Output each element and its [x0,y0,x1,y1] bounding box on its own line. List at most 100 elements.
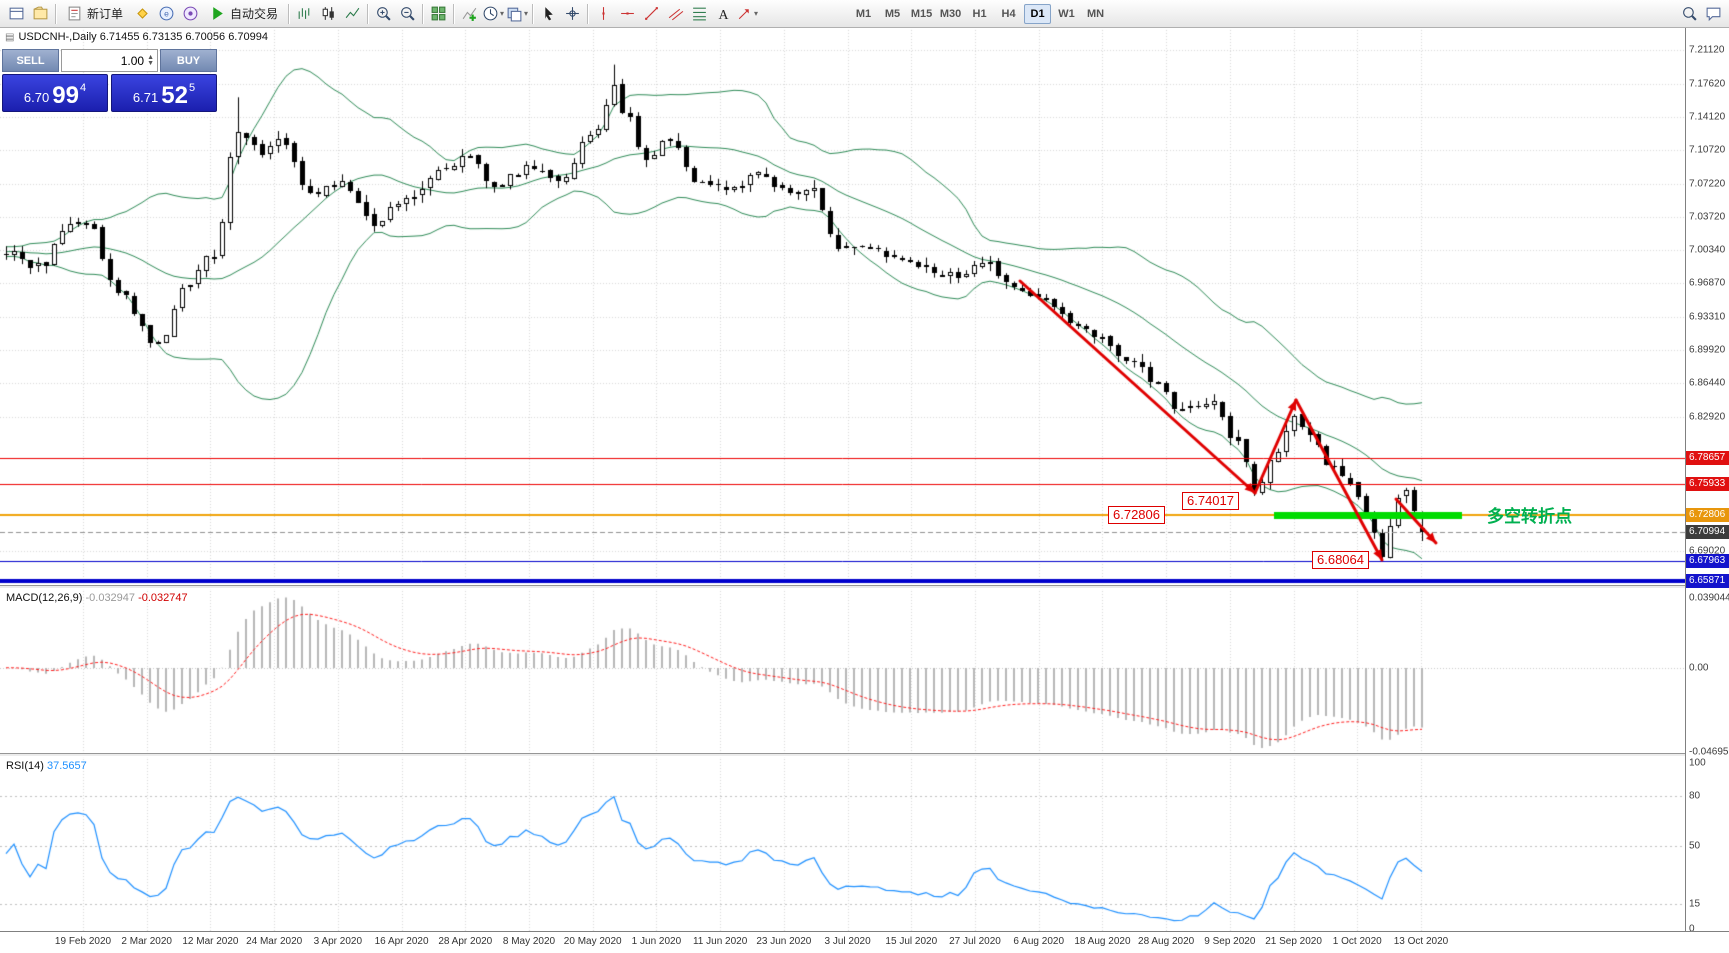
date-label: 19 Feb 2020 [54,936,112,947]
arrows-tool-icon[interactable]: ▾ [735,3,759,25]
auto-trading-button[interactable]: 自动交易 [202,3,285,25]
price-scale[interactable]: 7.21120 7.17620 7.14120 7.10720 7.07220 7.037… [1685,28,1729,935]
date-label: 1 Oct 2020 [1332,936,1382,947]
chart-title: ▤ USDCNH-,Daily 6.71455 6.73135 6.70056 … [5,31,268,43]
horizontal-line-tool-icon[interactable] [615,3,639,25]
level-label-668064[interactable]: 6.68064 [1312,551,1369,569]
toolbar-separator [288,3,290,24]
date-label: 23 Jun 2020 [756,936,812,947]
turning-point-label[interactable]: 多空转折点 [1487,507,1572,526]
sell-button[interactable]: SELL [2,49,59,72]
volume-input[interactable]: 1.00 ▲ ▼ [61,49,158,72]
trendline-tool-icon[interactable] [639,3,663,25]
indicators-icon[interactable] [457,3,481,25]
timeframe-m30-button[interactable]: M30 [937,4,964,24]
volume-decrease-button[interactable]: ▼ [147,59,154,67]
cursor-tool-icon[interactable] [536,3,560,25]
timeframe-m1-button[interactable]: M1 [850,4,877,24]
price-badge-6.65871: 6.65871 [1686,574,1729,589]
zoom-in-icon[interactable] [371,3,395,25]
price-chart-canvas[interactable] [0,28,1685,953]
macd-value: -0.032947 [85,592,136,604]
date-label: 13 Oct 2020 [1393,936,1449,947]
sell-price-main: 6.70 [23,90,50,105]
toolbar: 新订单 e 自动交易 ▾ ▾ A ▾ M1 M5 M15 M30 H1 H4 D1 W1 MN [0,0,1729,28]
rsi-scale-label: 80 [1689,790,1701,802]
fibonacci-tool-icon[interactable] [687,3,711,25]
templates-icon[interactable]: ▾ [505,3,529,25]
buy-price-sup: 5 [188,82,196,94]
date-label: 11 Jun 2020 [692,936,748,947]
periods-dropdown-icon[interactable]: ▾ [481,3,505,25]
price-badge-6.67963: 6.67963 [1686,554,1729,569]
date-label: 28 Apr 2020 [438,936,493,947]
chart-title-text: USDCNH-,Daily 6.71455 6.73135 6.70056 6.… [18,31,268,43]
price-scale-label: 7.00340 [1689,244,1726,256]
date-label: 18 Aug 2020 [1074,936,1131,947]
new-chart-icon[interactable] [4,3,28,25]
macd-panel-divider[interactable] [0,585,1729,589]
channel-tool-icon[interactable] [663,3,687,25]
line-chart-type-icon[interactable] [340,3,364,25]
rsi-scale-label: 0 [1689,923,1695,935]
new-order-button[interactable]: 新订单 [59,3,130,25]
toolbar-separator [532,3,534,24]
date-label: 8 May 2020 [502,936,556,947]
date-label: 21 Sep 2020 [1265,936,1322,947]
level-label-672806[interactable]: 6.72806 [1108,506,1165,524]
timeframe-m5-button[interactable]: M5 [879,4,906,24]
timeframe-h1-button[interactable]: H1 [966,4,993,24]
bar-chart-type-icon[interactable] [292,3,316,25]
metaeditor-icon[interactable]: e [154,3,178,25]
search-icon[interactable] [1677,3,1701,25]
buy-button[interactable]: BUY [160,49,217,72]
price-scale-label: 7.07220 [1689,178,1726,190]
toolbar-separator [367,3,369,24]
price-badge-6.75933: 6.75933 [1686,477,1729,492]
crosshair-tool-icon[interactable] [560,3,584,25]
zoom-out-icon[interactable] [395,3,419,25]
buy-price-pips: 52 [161,82,188,109]
sell-price-button[interactable]: 6.70 99 4 [2,74,108,112]
date-label: 1 Jun 2020 [631,936,682,947]
rsi-label: RSI(14) 37.5657 [6,760,87,772]
price-scale-label: 6.86440 [1689,377,1726,389]
text-tool-icon[interactable]: A [711,3,735,25]
level-label-674017[interactable]: 6.74017 [1182,492,1239,510]
timeframe-d1-button[interactable]: D1 [1024,3,1052,24]
price-scale-label: 7.21120 [1689,44,1725,56]
date-axis[interactable]: 19 Feb 2020 2 Mar 2020 12 Mar 2020 24 Mar 2… [0,931,1729,953]
candlestick-chart-type-icon[interactable] [316,3,340,25]
volume-value: 1.00 [120,53,145,68]
timeframe-m15-button[interactable]: M15 [908,4,935,24]
scripts-icon[interactable] [178,3,202,25]
chat-icon[interactable] [1701,3,1725,25]
price-scale-label: 6.69020 [1689,545,1726,557]
timeframe-h4-button[interactable]: H4 [995,4,1022,24]
tile-windows-icon[interactable] [426,3,450,25]
svg-text:e: e [164,9,169,19]
svg-text:A: A [718,7,728,22]
date-label: 6 Aug 2020 [1013,936,1065,947]
price-badge-6.78657: 6.78657 [1686,451,1729,466]
chart-window-icon: ▤ [5,31,15,43]
volume-increase-button[interactable]: ▲ [147,53,154,61]
date-label: 15 Jul 2020 [885,936,938,947]
date-label: 3 Apr 2020 [313,936,363,947]
date-label: 12 Mar 2020 [182,936,239,947]
vertical-line-tool-icon[interactable] [591,3,615,25]
rsi-value: 37.5657 [46,760,87,772]
price-scale-label: 6.89920 [1689,344,1726,356]
date-label: 20 May 2020 [563,936,622,947]
date-label: 16 Apr 2020 [374,936,429,947]
timeframe-mn-button[interactable]: MN [1082,4,1109,24]
macd-scale-label: 0.00 [1689,662,1709,674]
expert-advisors-icon[interactable] [130,3,154,25]
toolbar-separator [55,3,56,24]
date-label: 9 Sep 2020 [1204,936,1256,947]
timeframe-w1-button[interactable]: W1 [1053,4,1080,24]
macd-name: MACD(12,26,9) [6,592,83,604]
chart-profiles-icon[interactable] [28,3,52,25]
rsi-panel-divider[interactable] [0,753,1729,757]
buy-price-button[interactable]: 6.71 52 5 [111,74,217,112]
